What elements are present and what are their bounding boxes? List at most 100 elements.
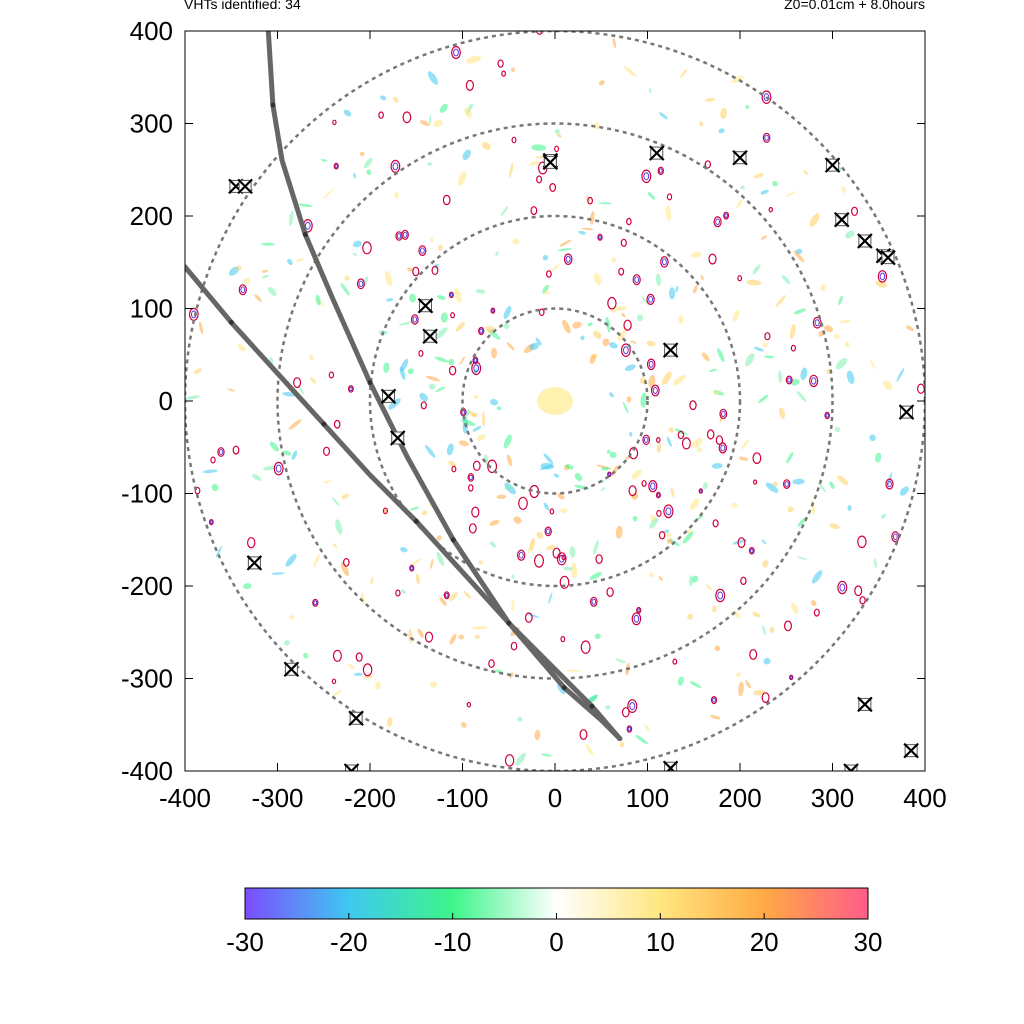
field-speckle <box>529 342 539 351</box>
contour-ring <box>510 641 518 651</box>
contour-ring-inner <box>629 702 636 711</box>
field-speckle <box>844 341 850 347</box>
field-speckle <box>448 460 457 468</box>
field-speckle <box>790 378 800 386</box>
contour-ring <box>382 507 388 515</box>
field-speckle <box>531 144 547 151</box>
y-tick-label: -100 <box>121 479 173 509</box>
contour-ring <box>595 554 603 564</box>
contour-ring <box>648 480 658 493</box>
field-speckle <box>585 743 593 756</box>
field-speckle <box>489 541 497 548</box>
field-speckle <box>593 273 602 285</box>
x-tick-label: 200 <box>718 783 761 813</box>
contour-ring <box>402 111 412 124</box>
field-speckle <box>425 375 440 382</box>
field-speckle <box>534 729 541 741</box>
field-speckle <box>632 515 638 522</box>
field-speckle <box>332 689 343 698</box>
field-speckle <box>648 87 652 94</box>
contour-ring <box>536 175 543 184</box>
contour-ring <box>355 652 363 662</box>
field-speckle <box>765 482 779 493</box>
field-speckle <box>598 80 605 86</box>
field-speckle <box>745 353 755 367</box>
contour-ring <box>666 193 673 201</box>
field-speckle <box>665 532 672 538</box>
contour-ring-inner <box>721 410 726 417</box>
y-tick-label: -300 <box>121 664 173 694</box>
vht-marker <box>662 760 679 771</box>
contour-ring <box>660 256 669 268</box>
field-speckle <box>557 133 562 138</box>
field-speckle <box>288 419 302 430</box>
field-speckle <box>810 600 817 607</box>
field-speckle <box>593 122 600 130</box>
contour-ring <box>677 430 685 440</box>
y-tick-label: 300 <box>130 109 173 139</box>
contour-ring <box>681 437 691 450</box>
field-speckle <box>758 394 769 404</box>
field-speckle <box>615 658 626 664</box>
field-speckle <box>285 553 297 567</box>
contour-ring <box>431 265 439 276</box>
contour-ring <box>478 326 485 336</box>
field-speckle <box>194 368 202 375</box>
contour-ring-inner <box>412 316 418 323</box>
field-speckle <box>740 439 750 450</box>
contour-ring <box>378 111 384 119</box>
colorbar-tick-label: 30 <box>854 927 883 957</box>
contour-ring <box>467 473 475 482</box>
track-point <box>589 703 595 709</box>
field-speckle <box>760 189 769 195</box>
field-speckle <box>598 202 612 205</box>
field-speckle <box>529 537 535 552</box>
field-speckle <box>769 626 775 633</box>
field-speckle <box>762 559 769 568</box>
field-speckle <box>386 717 393 727</box>
contour-ring-inner <box>717 591 724 600</box>
contour-ring-inner <box>392 162 399 171</box>
field-speckle <box>465 409 471 416</box>
field-speckle <box>254 294 262 302</box>
field-speckle <box>800 367 808 381</box>
contour-ring <box>607 471 612 478</box>
contour-ring-inner <box>643 172 650 181</box>
field-speckle <box>542 284 549 294</box>
contour-ring <box>636 606 642 614</box>
contour-ring <box>672 658 678 665</box>
contour-ring <box>524 612 533 623</box>
x-tick-label: 0 <box>548 783 562 813</box>
field-speckle <box>506 454 513 467</box>
field-speckle <box>745 680 751 689</box>
field-speckle <box>834 333 840 340</box>
field-speckle <box>211 483 219 492</box>
field-speckle <box>753 346 764 352</box>
field-speckle <box>384 270 393 286</box>
contour-ring <box>333 419 341 429</box>
field-speckle <box>557 248 572 252</box>
field-speckle <box>458 171 467 186</box>
x-tick-label: 300 <box>811 783 854 813</box>
field-speckle <box>609 342 618 349</box>
contour-ring <box>217 447 225 457</box>
contour-ring <box>620 343 631 357</box>
contour-ring <box>412 266 420 277</box>
field-speckle <box>419 392 428 402</box>
contour-ring <box>698 488 704 494</box>
contour-ring <box>468 523 477 534</box>
field-speckle <box>262 465 278 471</box>
contour-ring <box>504 754 515 767</box>
field-speckle <box>472 412 478 417</box>
field-speckle <box>789 323 796 339</box>
field-speckle <box>341 493 350 500</box>
contour-ring-inner <box>491 308 495 313</box>
field-speckle <box>714 645 721 652</box>
storm-track <box>185 264 623 742</box>
vht-marker <box>417 297 434 314</box>
contour-ring <box>535 31 544 35</box>
contour-ring-inner <box>453 48 459 57</box>
field-speckle <box>440 312 448 323</box>
field-speckle <box>602 338 610 347</box>
field-speckle <box>322 480 333 484</box>
